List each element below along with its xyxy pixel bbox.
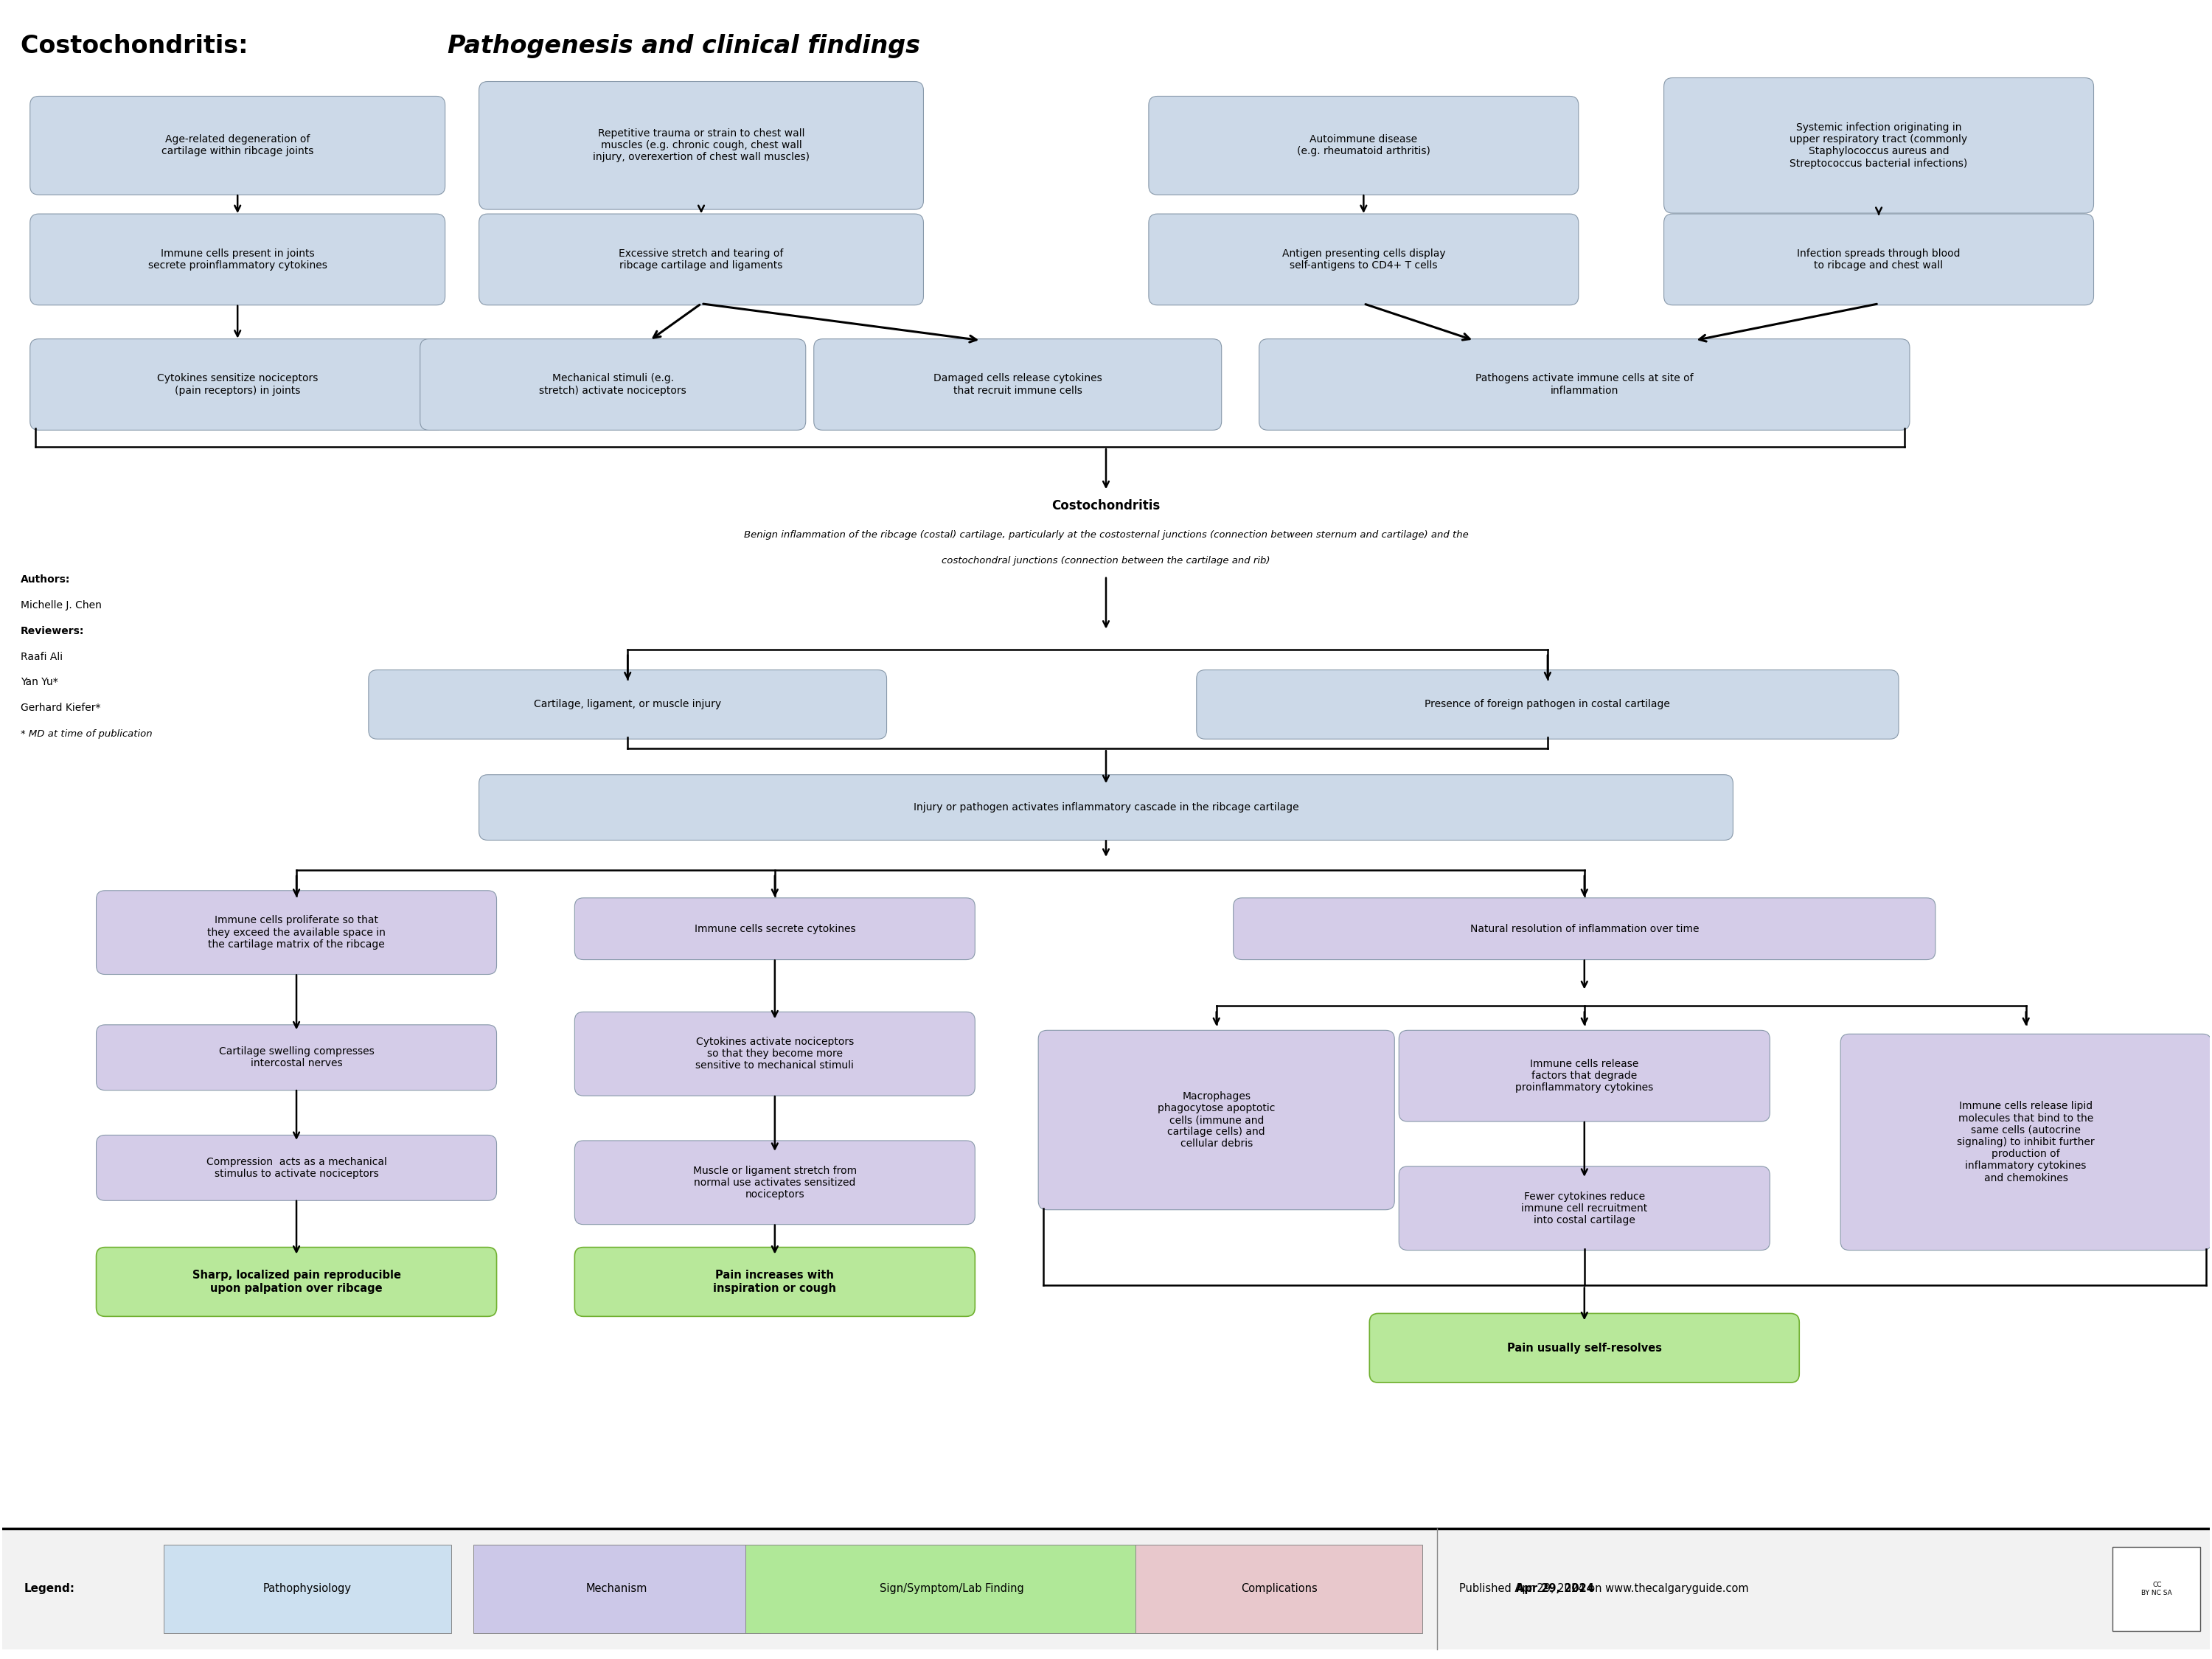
Text: Cytokines sensitize nociceptors
(pain receptors) in joints: Cytokines sensitize nociceptors (pain re… [157, 373, 319, 395]
Text: Pain increases with
inspiration or cough: Pain increases with inspiration or cough [712, 1269, 836, 1294]
FancyBboxPatch shape [575, 1248, 975, 1316]
Text: Immune cells release lipid
molecules that bind to the
same cells (autocrine
sign: Immune cells release lipid molecules tha… [1958, 1102, 2095, 1183]
FancyBboxPatch shape [420, 338, 805, 430]
Text: Legend:: Legend: [24, 1583, 75, 1594]
Text: Immune cells present in joints
secrete proinflammatory cytokines: Immune cells present in joints secrete p… [148, 249, 327, 270]
Text: Pathogens activate immune cells at site of
inflammation: Pathogens activate immune cells at site … [1475, 373, 1694, 395]
FancyBboxPatch shape [164, 1545, 451, 1632]
FancyBboxPatch shape [1234, 898, 1935, 959]
Text: Age-related degeneration of
cartilage within ribcage joints: Age-related degeneration of cartilage wi… [161, 134, 314, 156]
FancyBboxPatch shape [1148, 96, 1579, 194]
Text: Cytokines activate nociceptors
so that they become more
sensitive to mechanical : Cytokines activate nociceptors so that t… [695, 1037, 854, 1072]
Text: Compression  acts as a mechanical
stimulus to activate nociceptors: Compression acts as a mechanical stimulu… [206, 1156, 387, 1180]
Text: Fewer cytokines reduce
immune cell recruitment
into costal cartilage: Fewer cytokines reduce immune cell recru… [1522, 1191, 1648, 1226]
FancyBboxPatch shape [1840, 1034, 2212, 1251]
FancyBboxPatch shape [31, 96, 445, 194]
FancyBboxPatch shape [1135, 1545, 1422, 1632]
Text: Repetitive trauma or strain to chest wall
muscles (e.g. chronic cough, chest wal: Repetitive trauma or strain to chest wal… [593, 128, 810, 163]
Text: CC
BY NC SA: CC BY NC SA [2141, 1581, 2172, 1596]
Text: Mechanism: Mechanism [586, 1583, 648, 1594]
FancyBboxPatch shape [2112, 1546, 2201, 1631]
Text: Macrophages
phagocytose apoptotic
cells (immune and
cartilage cells) and
cellula: Macrophages phagocytose apoptotic cells … [1157, 1092, 1274, 1150]
Text: Costochondritis: Costochondritis [1051, 499, 1161, 513]
Text: Michelle J. Chen: Michelle J. Chen [20, 601, 102, 611]
FancyBboxPatch shape [97, 891, 498, 974]
Text: Cartilage, ligament, or muscle injury: Cartilage, ligament, or muscle injury [533, 700, 721, 710]
FancyBboxPatch shape [1369, 1314, 1798, 1382]
Text: Apr 29, 2024: Apr 29, 2024 [1515, 1583, 1595, 1594]
Text: Sign/Symptom/Lab Finding: Sign/Symptom/Lab Finding [880, 1583, 1024, 1594]
Text: Systemic infection originating in
upper respiratory tract (commonly
Staphylococc: Systemic infection originating in upper … [1790, 123, 1969, 169]
Text: costochondral junctions (connection between the cartilage and rib): costochondral junctions (connection betw… [942, 556, 1270, 566]
Text: Authors:: Authors: [20, 574, 71, 584]
Text: Cartilage swelling compresses
intercostal nerves: Cartilage swelling compresses intercosta… [219, 1047, 374, 1068]
Text: Reviewers:: Reviewers: [20, 625, 84, 635]
FancyBboxPatch shape [575, 1141, 975, 1224]
FancyBboxPatch shape [1663, 78, 2095, 212]
Text: * MD at time of publication: * MD at time of publication [20, 728, 153, 738]
FancyBboxPatch shape [473, 1545, 761, 1632]
FancyBboxPatch shape [1398, 1166, 1770, 1251]
FancyBboxPatch shape [1259, 338, 1909, 430]
FancyBboxPatch shape [575, 1012, 975, 1095]
Text: Damaged cells release cytokines
that recruit immune cells: Damaged cells release cytokines that rec… [933, 373, 1102, 395]
Text: Autoimmune disease
(e.g. rheumatoid arthritis): Autoimmune disease (e.g. rheumatoid arth… [1296, 134, 1431, 156]
FancyBboxPatch shape [2, 1528, 2210, 1649]
FancyBboxPatch shape [31, 338, 445, 430]
FancyBboxPatch shape [1197, 670, 1898, 738]
Text: Pathophysiology: Pathophysiology [263, 1583, 352, 1594]
FancyBboxPatch shape [480, 81, 922, 209]
Text: Immune cells release
factors that degrade
proinflammatory cytokines: Immune cells release factors that degrad… [1515, 1058, 1652, 1093]
Text: Gerhard Kiefer*: Gerhard Kiefer* [20, 703, 100, 713]
Text: Pathogenesis and clinical findings: Pathogenesis and clinical findings [447, 35, 920, 58]
Text: Published Apr 29, 2024 on www.thecalgaryguide.com: Published Apr 29, 2024 on www.thecalgary… [1460, 1583, 1750, 1594]
Text: Presence of foreign pathogen in costal cartilage: Presence of foreign pathogen in costal c… [1425, 700, 1670, 710]
FancyBboxPatch shape [369, 670, 887, 738]
FancyBboxPatch shape [1663, 214, 2095, 305]
FancyBboxPatch shape [1148, 214, 1579, 305]
Text: Excessive stretch and tearing of
ribcage cartilage and ligaments: Excessive stretch and tearing of ribcage… [619, 249, 783, 270]
FancyBboxPatch shape [97, 1248, 498, 1316]
Text: Raafi Ali: Raafi Ali [20, 652, 62, 662]
FancyBboxPatch shape [1037, 1030, 1394, 1209]
Text: Mechanical stimuli (e.g.
stretch) activate nociceptors: Mechanical stimuli (e.g. stretch) activa… [540, 373, 686, 395]
FancyBboxPatch shape [480, 214, 922, 305]
FancyBboxPatch shape [745, 1545, 1157, 1632]
FancyBboxPatch shape [480, 775, 1732, 839]
Text: Antigen presenting cells display
self-antigens to CD4+ T cells: Antigen presenting cells display self-an… [1283, 249, 1444, 270]
Text: Complications: Complications [1241, 1583, 1316, 1594]
FancyBboxPatch shape [814, 338, 1221, 430]
FancyBboxPatch shape [1398, 1030, 1770, 1121]
FancyBboxPatch shape [31, 214, 445, 305]
Text: Sharp, localized pain reproducible
upon palpation over ribcage: Sharp, localized pain reproducible upon … [192, 1269, 400, 1294]
FancyBboxPatch shape [97, 1025, 498, 1090]
FancyBboxPatch shape [575, 898, 975, 959]
Text: Benign inflammation of the ribcage (costal) cartilage, particularly at the costo: Benign inflammation of the ribcage (cost… [743, 531, 1469, 541]
Text: Costochondritis:: Costochondritis: [20, 35, 257, 58]
FancyBboxPatch shape [97, 1135, 498, 1201]
Text: Natural resolution of inflammation over time: Natural resolution of inflammation over … [1471, 924, 1699, 934]
Text: Infection spreads through blood
to ribcage and chest wall: Infection spreads through blood to ribca… [1796, 249, 1960, 270]
Text: Pain usually self-resolves: Pain usually self-resolves [1506, 1342, 1661, 1354]
Text: Yan Yu*: Yan Yu* [20, 677, 58, 687]
Text: Immune cells secrete cytokines: Immune cells secrete cytokines [695, 924, 856, 934]
Text: Immune cells proliferate so that
they exceed the available space in
the cartilag: Immune cells proliferate so that they ex… [208, 916, 385, 949]
Text: Muscle or ligament stretch from
normal use activates sensitized
nociceptors: Muscle or ligament stretch from normal u… [692, 1165, 856, 1199]
Text: Injury or pathogen activates inflammatory cascade in the ribcage cartilage: Injury or pathogen activates inflammator… [914, 803, 1298, 813]
